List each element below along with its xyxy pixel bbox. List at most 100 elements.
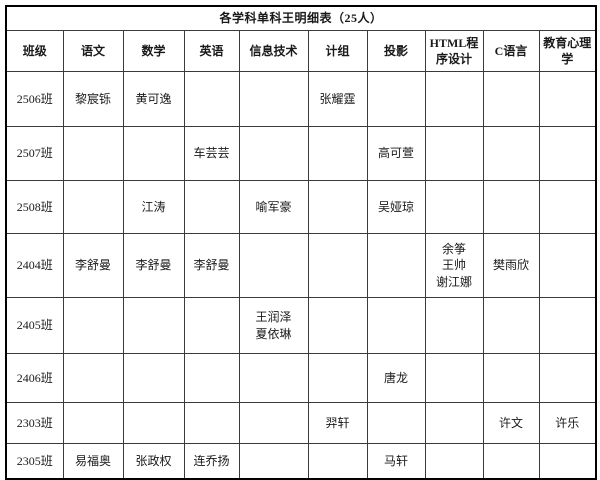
table-body: 2506班 黎宸铄 黄可逸 张耀霆 2507班 车芸芸 高可萱 2508班 江涛 喻军豪 吴娅琼 24… <box>5 71 597 480</box>
student-name-cell <box>482 297 540 354</box>
column-header-math: 数学 <box>122 30 185 72</box>
subject-king-table: 各学科单科王明细表（25人） 班级 语文 数学 英语 信息技术 计组 投影 HT… <box>5 5 598 480</box>
student-name-cell: 李舒曼 <box>122 233 185 298</box>
student-name-cell <box>307 443 368 480</box>
student-name-cell <box>424 126 484 181</box>
student-name-cell <box>238 233 309 298</box>
student-name-cell: 李舒曼 <box>62 233 124 298</box>
student-name-cell <box>424 297 484 354</box>
table-row: 2406班 唐龙 <box>5 353 597 403</box>
student-name-cell <box>538 443 597 480</box>
class-cell: 2508班 <box>5 180 64 234</box>
student-name-cell: 张耀霆 <box>307 71 368 127</box>
student-name-cell: 羿轩 <box>307 402 368 444</box>
student-name-cell: 吴娅琼 <box>366 180 426 234</box>
column-header-html-programming: HTML程序设计 <box>424 30 484 72</box>
class-cell: 2507班 <box>5 126 64 181</box>
student-name-cell <box>122 402 185 444</box>
student-name-cell <box>122 297 185 354</box>
class-cell: 2305班 <box>5 443 64 480</box>
student-name-cell <box>183 353 240 403</box>
student-name-cell <box>366 402 426 444</box>
student-name-cell <box>538 180 597 234</box>
student-name-cell <box>482 71 540 127</box>
student-name-cell <box>62 126 124 181</box>
column-header-projection: 投影 <box>366 30 426 72</box>
column-header-c-language: C语言 <box>482 30 540 72</box>
student-name-cell <box>482 180 540 234</box>
table-row: 2404班 李舒曼 李舒曼 李舒曼 余筝 王帅 谢江娜 樊雨欣 <box>5 233 597 298</box>
student-name-cell: 王润泽 夏依琳 <box>238 297 309 354</box>
student-name-cell <box>238 71 309 127</box>
column-header-chinese: 语文 <box>62 30 124 72</box>
student-name-cell <box>482 126 540 181</box>
class-cell: 2406班 <box>5 353 64 403</box>
student-name-cell <box>62 297 124 354</box>
student-name-cell <box>122 353 185 403</box>
class-cell: 2506班 <box>5 71 64 127</box>
student-name-cell <box>62 402 124 444</box>
student-name-cell: 许乐 <box>538 402 597 444</box>
student-name-cell <box>482 353 540 403</box>
student-name-cell: 易福奥 <box>62 443 124 480</box>
student-name-cell <box>424 353 484 403</box>
student-name-cell <box>424 71 484 127</box>
column-header-english: 英语 <box>183 30 240 72</box>
table-row: 2507班 车芸芸 高可萱 <box>5 126 597 181</box>
table-row: 2506班 黎宸铄 黄可逸 张耀霆 <box>5 71 597 127</box>
student-name-cell <box>538 71 597 127</box>
student-name-cell <box>538 353 597 403</box>
column-header-class: 班级 <box>5 30 64 72</box>
student-name-cell <box>424 443 484 480</box>
table-row: 2303班 羿轩 许文 许乐 <box>5 402 597 444</box>
student-name-cell: 车芸芸 <box>183 126 240 181</box>
student-name-cell: 黎宸铄 <box>62 71 124 127</box>
document-page: 各学科单科王明细表（25人） 班级 语文 数学 英语 信息技术 计组 投影 HT… <box>5 5 598 480</box>
student-name-cell <box>183 71 240 127</box>
table-row: 2305班 易福奥 张政权 连乔扬 马轩 <box>5 443 597 480</box>
table-row: 2405班 王润泽 夏依琳 <box>5 297 597 354</box>
student-name-cell <box>366 297 426 354</box>
student-name-cell: 黄可逸 <box>122 71 185 127</box>
student-name-cell <box>424 180 484 234</box>
student-name-cell: 许文 <box>482 402 540 444</box>
student-name-cell <box>238 443 309 480</box>
student-name-cell <box>307 126 368 181</box>
student-name-cell <box>238 353 309 403</box>
student-name-cell: 喻军豪 <box>238 180 309 234</box>
student-name-cell: 樊雨欣 <box>482 233 540 298</box>
student-name-cell <box>238 402 309 444</box>
title-row: 各学科单科王明细表（25人） <box>5 5 597 31</box>
table-title: 各学科单科王明细表（25人） <box>5 5 597 31</box>
student-name-cell <box>62 180 124 234</box>
class-cell: 2404班 <box>5 233 64 298</box>
class-cell: 2405班 <box>5 297 64 354</box>
student-name-cell <box>366 233 426 298</box>
student-name-cell: 李舒曼 <box>183 233 240 298</box>
student-name-cell: 马轩 <box>366 443 426 480</box>
student-name-cell <box>122 126 185 181</box>
student-name-cell <box>307 353 368 403</box>
table-row: 2508班 江涛 喻军豪 吴娅琼 <box>5 180 597 234</box>
student-name-cell <box>238 126 309 181</box>
student-name-cell <box>366 71 426 127</box>
student-name-cell <box>183 402 240 444</box>
student-name-cell: 高可萱 <box>366 126 426 181</box>
student-name-cell <box>538 126 597 181</box>
student-name-cell: 江涛 <box>122 180 185 234</box>
student-name-cell <box>538 233 597 298</box>
student-name-cell: 张政权 <box>122 443 185 480</box>
student-name-cell <box>307 180 368 234</box>
student-name-cell <box>62 353 124 403</box>
student-name-cell <box>183 180 240 234</box>
class-cell: 2303班 <box>5 402 64 444</box>
student-name-cell <box>307 233 368 298</box>
column-header-edu-psychology: 教育心理学 <box>538 30 597 72</box>
student-name-cell: 唐龙 <box>366 353 426 403</box>
student-name-cell <box>424 402 484 444</box>
student-name-cell: 余筝 王帅 谢江娜 <box>424 233 484 298</box>
header-row: 班级 语文 数学 英语 信息技术 计组 投影 HTML程序设计 C语言 教育心理… <box>5 30 597 72</box>
column-header-info-tech: 信息技术 <box>238 30 309 72</box>
student-name-cell <box>482 443 540 480</box>
student-name-cell <box>183 297 240 354</box>
